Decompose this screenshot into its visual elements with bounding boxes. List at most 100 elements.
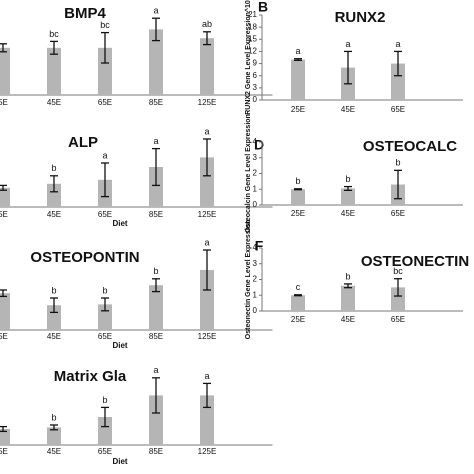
significance-label: a [102, 150, 107, 160]
chart-title: OSTEONECTIN [361, 253, 469, 270]
y-axis-label: Osteonectin Gene Level Expression [245, 220, 252, 339]
x-axis-label: Diet [112, 219, 127, 228]
y-tick-label: 2 [253, 169, 258, 178]
y-tick-label: 0 [253, 95, 258, 104]
bar [200, 270, 214, 330]
bar [149, 29, 163, 95]
chart-title: RUNX2 [335, 9, 386, 26]
bar [291, 295, 305, 311]
x-tick-label: 65E [391, 315, 405, 324]
chart-title: OSTEOPONTIN [30, 249, 139, 266]
x-tick-label: 45E [47, 98, 61, 107]
significance-label: b [295, 176, 300, 186]
y-tick-label: 6 [253, 71, 258, 80]
panel-label: F [255, 238, 264, 254]
x-tick-label: 5E [0, 447, 8, 456]
y-tick-label: 21 [248, 10, 257, 19]
significance-label: a [395, 39, 400, 49]
y-tick-label: 3 [253, 259, 258, 268]
significance-label: b [102, 395, 107, 405]
chart-title: ALP [68, 134, 98, 151]
bar [149, 285, 163, 330]
significance-label: a [295, 46, 300, 56]
bar [47, 47, 61, 95]
bar [149, 395, 163, 445]
x-tick-label: 125E [198, 332, 217, 341]
bar [0, 187, 10, 207]
y-tick-label: 2 [253, 275, 258, 284]
y-axis-label: RUNX2 Gene Level Expression^10 [244, 0, 252, 115]
bar [341, 188, 355, 205]
x-tick-label: 125E [198, 447, 217, 456]
bar [391, 287, 405, 311]
x-tick-label: 85E [149, 447, 163, 456]
x-tick-label: 45E [341, 105, 355, 114]
significance-label: ab [202, 19, 212, 29]
x-tick-label: 25E [291, 209, 305, 218]
x-tick-label: 45E [341, 315, 355, 324]
x-tick-label: 5E [0, 98, 8, 107]
y-tick-label: 18 [248, 22, 257, 31]
bar [200, 157, 214, 207]
chart-title: Matrix Gla [54, 368, 127, 385]
bar [47, 427, 61, 445]
x-tick-label: 5E [0, 332, 8, 341]
bar [0, 47, 10, 95]
x-tick-label: 45E [47, 447, 61, 456]
bar [200, 38, 214, 95]
x-tick-label: 65E [391, 105, 405, 114]
y-tick-label: 0 [253, 200, 258, 209]
x-tick-label: 65E [98, 98, 112, 107]
bar [47, 305, 61, 330]
y-axis-label: Osteocalcin Gene Level Expression [245, 114, 252, 233]
significance-label: bc [49, 29, 59, 39]
x-tick-label: 45E [47, 332, 61, 341]
x-tick-label: 25E [291, 105, 305, 114]
bar [47, 183, 61, 207]
significance-label: b [153, 266, 158, 276]
bar [98, 417, 112, 445]
bar [291, 59, 305, 100]
x-tick-label: 65E [391, 209, 405, 218]
bar [98, 47, 112, 95]
x-tick-label: 65E [98, 332, 112, 341]
significance-label: a [153, 6, 158, 16]
significance-label: a [153, 136, 158, 146]
chart-title: OSTEOCALC [363, 138, 457, 155]
y-tick-label: 4 [253, 137, 258, 146]
significance-label: b [102, 285, 107, 295]
bar [341, 285, 355, 311]
y-tick-label: 9 [253, 59, 258, 68]
x-axis-label: Diet [112, 457, 127, 466]
significance-label: bc [100, 20, 110, 30]
y-tick-label: 15 [248, 34, 257, 43]
x-tick-label: 65E [98, 210, 112, 219]
significance-label: c [296, 282, 301, 292]
chart-title: BMP4 [64, 5, 106, 22]
significance-label: b [395, 158, 400, 168]
panel-label: D [254, 137, 264, 153]
x-axis-label: Diet [112, 341, 127, 350]
x-tick-label: 5E [0, 210, 8, 219]
y-tick-label: 0 [253, 306, 258, 315]
significance-label: a [153, 365, 158, 375]
x-tick-label: 45E [341, 209, 355, 218]
x-tick-label: 85E [149, 210, 163, 219]
y-tick-label: 12 [248, 47, 257, 56]
significance-label: a [204, 126, 209, 136]
bar [0, 293, 10, 330]
x-tick-label: 125E [198, 98, 217, 107]
panel-label: B [258, 0, 268, 15]
x-tick-label: 25E [291, 315, 305, 324]
significance-label: b [51, 163, 56, 173]
x-tick-label: 45E [47, 210, 61, 219]
bar [149, 167, 163, 207]
bar [291, 189, 305, 205]
x-tick-label: 85E [149, 332, 163, 341]
significance-label: a [345, 39, 350, 49]
bar [0, 429, 10, 445]
significance-label: a [204, 371, 209, 381]
significance-label: b [51, 412, 56, 422]
significance-label: a [204, 237, 209, 247]
